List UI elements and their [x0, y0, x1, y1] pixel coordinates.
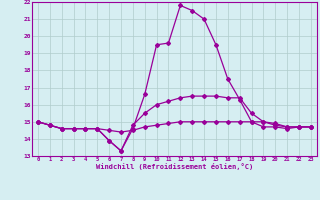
X-axis label: Windchill (Refroidissement éolien,°C): Windchill (Refroidissement éolien,°C): [96, 163, 253, 170]
